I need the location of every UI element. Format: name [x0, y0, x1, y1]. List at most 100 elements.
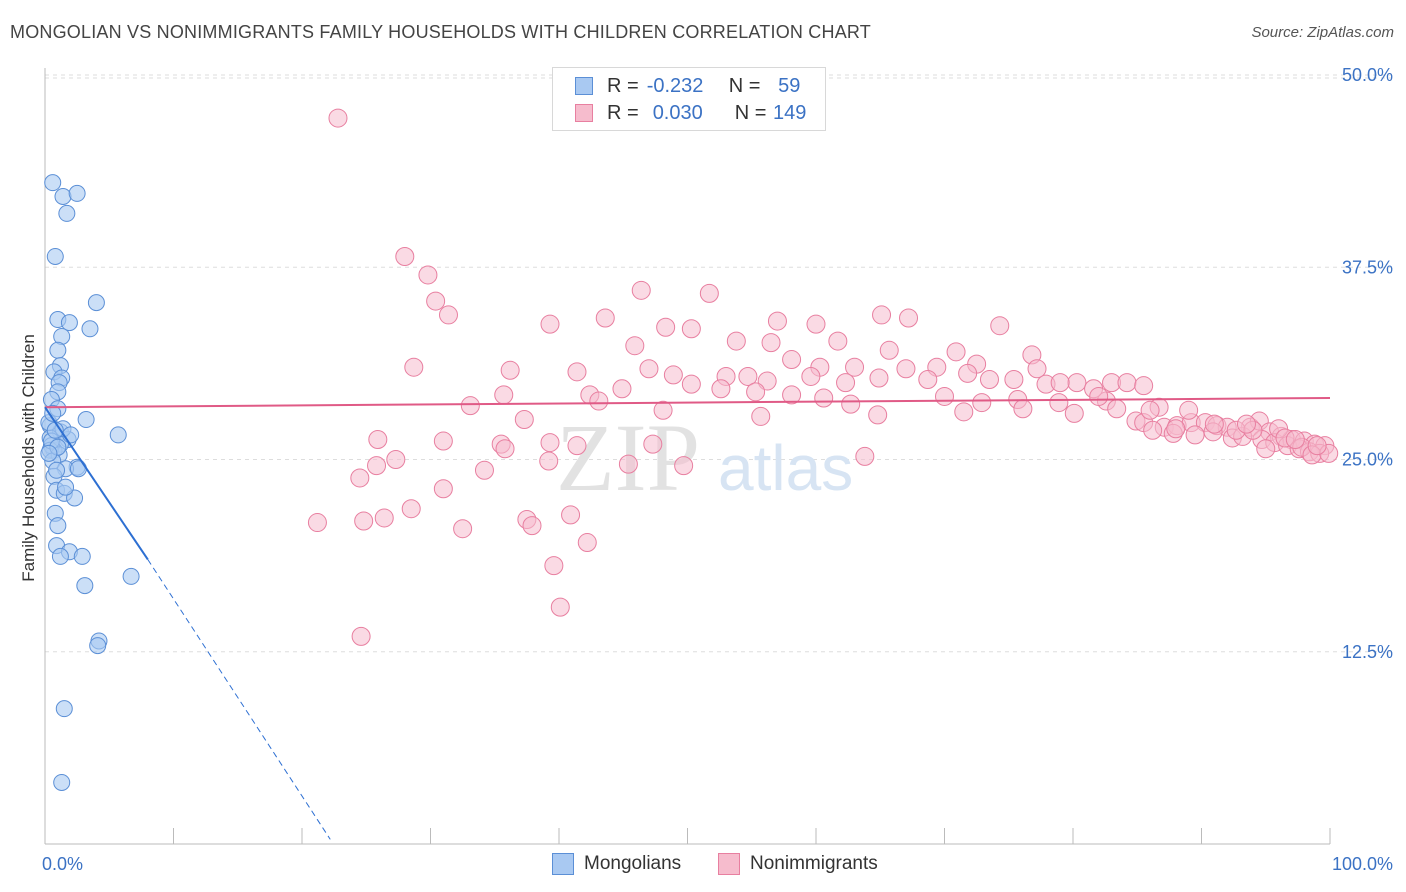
nonimmigrants-point — [972, 393, 992, 413]
nonimmigrants-point — [1140, 400, 1160, 420]
nonimmigrants-point — [814, 388, 834, 408]
nonimmigrants-point — [618, 454, 638, 474]
nonimmigrants-point — [855, 446, 875, 466]
nonimmigrants-point — [1143, 420, 1163, 440]
nonimmigrants-point — [386, 450, 406, 469]
nonimmigrants-point — [681, 319, 701, 339]
mongolians-point — [48, 461, 66, 479]
mongolians-point — [40, 444, 58, 462]
nonimmigrants-legend-swatch — [718, 853, 740, 875]
nonimmigrants-point — [782, 385, 802, 405]
correlation-legend: R = -0.232 N = 59 R = 0.030 N = 149 — [552, 67, 826, 131]
nonimmigrants-point — [935, 386, 954, 406]
nonimmigrants-point — [540, 433, 560, 453]
nonimmigrants-point — [1166, 419, 1186, 439]
nonimmigrants-point — [801, 366, 821, 386]
x-tick-label-max: 100.0% — [1332, 854, 1393, 874]
mongolians-point — [89, 637, 107, 655]
trend-lines — [44, 396, 1331, 840]
nonimmigrants-point — [495, 439, 515, 459]
nonimmigrants-point — [958, 363, 978, 383]
nonimmigrants-point — [918, 370, 938, 390]
nonimmigrants-point — [979, 370, 999, 390]
nonimmigrants-point — [1089, 386, 1109, 406]
nonimmigrants-point — [674, 456, 694, 476]
legend-row-mongolians: R = -0.232 N = 59 — [575, 75, 800, 97]
nonimmigrants-point — [612, 379, 632, 399]
nonimmigrants-point — [544, 556, 564, 576]
nonimmigrants-point — [1256, 439, 1276, 459]
nonimmigrants-point — [368, 430, 388, 450]
y-tick-label-2: 37.5% — [1342, 257, 1393, 277]
nonimmigrants-point — [514, 410, 534, 430]
mongolians-point — [44, 404, 62, 422]
nonimmigrants-n-value: 149 — [773, 101, 807, 124]
mongolians-swatch — [575, 77, 593, 95]
y-tick-label-0: 12.5% — [1342, 642, 1393, 662]
nonimmigrants-point — [1050, 373, 1070, 393]
nonimmigrants-point — [869, 368, 889, 388]
nonimmigrants-point — [351, 626, 371, 646]
mongolians-point — [49, 517, 67, 535]
mongolians-point — [53, 773, 71, 791]
mongolians-n-value: 59 — [778, 74, 801, 97]
nonimmigrants-legend-label: Nonimmigrants — [750, 853, 878, 874]
nonimmigrants-point — [954, 402, 974, 422]
nonimmigrants-point — [653, 400, 673, 420]
nonimmigrants-point — [494, 385, 514, 405]
nonimmigrants-point — [1117, 373, 1137, 393]
nonimmigrants-point — [522, 516, 542, 536]
nonimmigrants-point — [404, 357, 424, 377]
watermark-atlas: atlas — [718, 432, 853, 504]
nonimmigrants-point — [426, 291, 446, 311]
nonimmigrants-point — [681, 374, 701, 394]
nonimmigrants-point — [872, 305, 892, 325]
nonimmigrants-point — [1067, 373, 1087, 393]
mongolians-point — [68, 184, 86, 202]
mongolians-point — [55, 700, 73, 718]
bottom-legend-mongolians: Mongolians — [552, 851, 681, 877]
mongolians-legend-swatch — [552, 853, 574, 875]
nonimmigrants-point — [307, 513, 327, 533]
mongolians-point — [49, 341, 67, 359]
y-tick-label-1: 25.0% — [1342, 450, 1393, 470]
nonimmigrants-point — [418, 265, 438, 285]
nonimmigrants-point — [367, 456, 387, 476]
y-tick-label-3: 50.0% — [1342, 65, 1393, 85]
mongolians-point — [46, 247, 64, 265]
nonimmigrants-point — [1307, 436, 1327, 456]
mongolians-point — [69, 460, 87, 478]
nonimmigrants-point — [460, 396, 480, 416]
nonimmigrants-point — [350, 468, 370, 488]
nonimmigrants-point — [328, 108, 348, 128]
nonimmigrants-point — [868, 405, 888, 425]
mongolians-point — [81, 320, 99, 338]
nonimmigrants-point — [751, 406, 771, 426]
nonimmigrants-point — [1204, 414, 1224, 434]
nonimmigrants-point — [374, 508, 394, 528]
nonimmigrants-point — [589, 391, 609, 411]
x-tick-label-min: 0.0% — [42, 854, 83, 874]
gridlines — [45, 74, 1392, 653]
mongolians-r-value: -0.232 — [646, 74, 704, 97]
nonimmigrants-point — [567, 436, 587, 456]
nonimmigrants-point — [990, 316, 1010, 336]
nonimmigrants-point — [631, 280, 651, 300]
nonimmigrants-point — [836, 373, 856, 393]
nonimmigrants-point — [1236, 414, 1256, 434]
nonimmigrants-point — [539, 451, 559, 471]
nonimmigrants-point — [1049, 393, 1069, 413]
nonimmigrants-point — [438, 305, 458, 325]
nonimmigrants-point — [577, 533, 597, 553]
series-mongolians — [40, 174, 140, 791]
nonimmigrants-r-label: R = — [607, 101, 639, 124]
nonimmigrants-point — [401, 499, 421, 519]
source-credit: Source: ZipAtlas.com — [1251, 24, 1394, 41]
mongolians-legend-label: Mongolians — [584, 853, 682, 874]
nonimmigrants-point — [699, 283, 719, 303]
nonimmigrants-point — [1027, 359, 1047, 379]
nonimmigrants-point — [1004, 370, 1024, 390]
nonimmigrants-point — [540, 314, 560, 334]
nonimmigrants-point — [354, 511, 374, 531]
nonimmigrants-point — [433, 431, 453, 451]
